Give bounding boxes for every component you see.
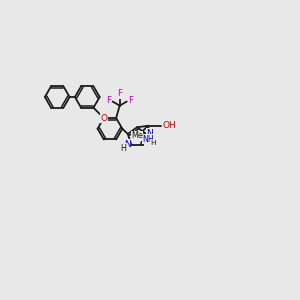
Text: Me: Me [131, 131, 143, 140]
Text: O: O [100, 113, 107, 122]
Text: F: F [106, 96, 111, 105]
Text: H: H [151, 140, 156, 146]
Text: OH: OH [163, 121, 177, 130]
Text: N: N [146, 129, 153, 138]
Text: N: N [124, 140, 130, 149]
Text: F: F [117, 89, 122, 98]
Text: NH: NH [142, 135, 154, 144]
Text: H: H [121, 144, 127, 153]
Text: F: F [129, 96, 134, 105]
